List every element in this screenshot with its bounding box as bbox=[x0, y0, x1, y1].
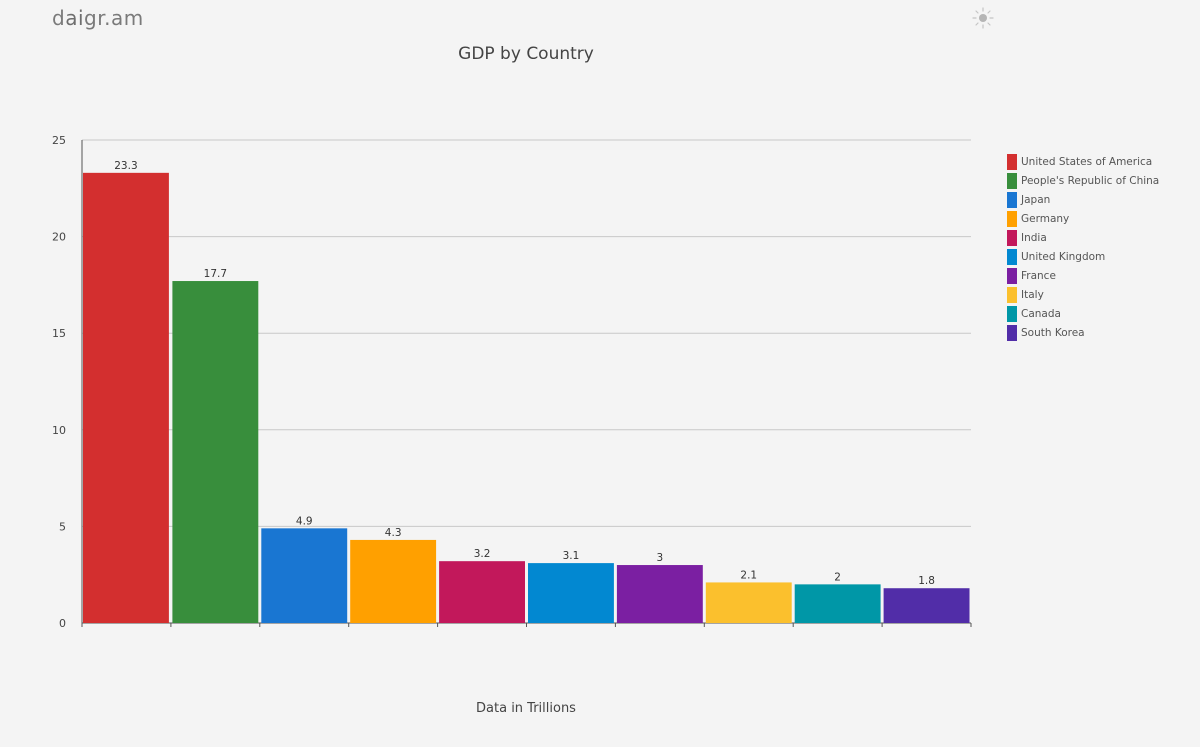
theme-toggle-button[interactable] bbox=[970, 6, 996, 30]
logo-text-d: d bbox=[52, 6, 66, 30]
bar[interactable] bbox=[172, 281, 259, 623]
legend-item[interactable]: Japan bbox=[1007, 190, 1192, 209]
y-tick-label: 20 bbox=[52, 231, 66, 244]
bar-value-label: 2.1 bbox=[740, 569, 757, 581]
bar-value-label: 3.1 bbox=[563, 550, 580, 562]
legend-label: People's Republic of China bbox=[1021, 174, 1160, 187]
legend-swatch bbox=[1007, 153, 1017, 170]
legend-label: Japan bbox=[1021, 193, 1051, 206]
legend-item[interactable]: France bbox=[1007, 266, 1192, 285]
legend-label: Canada bbox=[1021, 307, 1061, 320]
legend-swatch bbox=[1007, 267, 1017, 284]
legend-item[interactable]: United Kingdom bbox=[1007, 247, 1192, 266]
legend-swatch bbox=[1007, 229, 1017, 246]
logo-text-ai: ai bbox=[65, 6, 85, 30]
y-tick-label: 5 bbox=[59, 520, 66, 533]
legend-label: United Kingdom bbox=[1021, 250, 1106, 263]
legend-swatch bbox=[1007, 305, 1017, 322]
legend: United States of America People's Republi… bbox=[1007, 152, 1192, 342]
bar[interactable] bbox=[261, 528, 348, 623]
bar[interactable] bbox=[528, 563, 614, 623]
legend-swatch bbox=[1007, 191, 1017, 208]
y-tick-label: 25 bbox=[52, 134, 66, 147]
legend-item[interactable]: Canada bbox=[1007, 304, 1192, 323]
bar-value-label: 3.2 bbox=[474, 548, 491, 560]
legend-item[interactable]: Italy bbox=[1007, 285, 1192, 304]
bar-value-label: 4.3 bbox=[385, 527, 402, 539]
bar-value-label: 3 bbox=[657, 552, 664, 564]
legend-item[interactable]: People's Republic of China bbox=[1007, 171, 1192, 190]
bar-value-label: 23.3 bbox=[114, 160, 137, 172]
legend-label: Italy bbox=[1021, 288, 1044, 301]
x-axis-label: Data in Trillions bbox=[476, 701, 576, 716]
sun-icon bbox=[972, 7, 994, 29]
bar[interactable] bbox=[350, 539, 437, 623]
legend-label: United States of America bbox=[1021, 155, 1153, 168]
bar-value-label: 2 bbox=[834, 571, 841, 583]
legend-swatch bbox=[1007, 248, 1017, 265]
bar[interactable] bbox=[883, 588, 970, 623]
legend-swatch bbox=[1007, 324, 1017, 341]
bar-chart: 0 5 10 15 20 25 23.3 17.7 4.9 4.3 3.2 3.1 3 2.1 2 1.8 bbox=[52, 134, 972, 630]
legend-label: Germany bbox=[1021, 212, 1070, 225]
legend-label: France bbox=[1021, 269, 1056, 282]
legend-swatch bbox=[1007, 172, 1017, 189]
bar-value-label: 1.8 bbox=[918, 575, 935, 587]
y-tick-label: 0 bbox=[59, 617, 66, 630]
bar-value-label: 4.9 bbox=[296, 515, 313, 527]
y-tick-label: 15 bbox=[52, 327, 66, 340]
chart-title: GDP by Country bbox=[458, 44, 594, 64]
bar[interactable] bbox=[794, 584, 881, 623]
legend-swatch bbox=[1007, 286, 1017, 303]
bar[interactable] bbox=[616, 565, 703, 623]
logo[interactable]: daigr.am bbox=[52, 6, 144, 30]
bar[interactable] bbox=[439, 561, 525, 623]
legend-item[interactable]: India bbox=[1007, 228, 1192, 247]
legend-label: South Korea bbox=[1021, 326, 1085, 339]
legend-label: India bbox=[1021, 231, 1047, 244]
legend-item[interactable]: Germany bbox=[1007, 209, 1192, 228]
logo-text-gram: gr.am bbox=[84, 6, 144, 30]
legend-item[interactable]: United States of America bbox=[1007, 152, 1192, 171]
legend-item[interactable]: South Korea bbox=[1007, 323, 1192, 342]
bar[interactable] bbox=[83, 172, 169, 623]
legend-swatch bbox=[1007, 210, 1017, 227]
y-tick-label: 10 bbox=[52, 424, 66, 437]
bar[interactable] bbox=[705, 582, 792, 623]
bar-value-label: 17.7 bbox=[204, 268, 227, 280]
